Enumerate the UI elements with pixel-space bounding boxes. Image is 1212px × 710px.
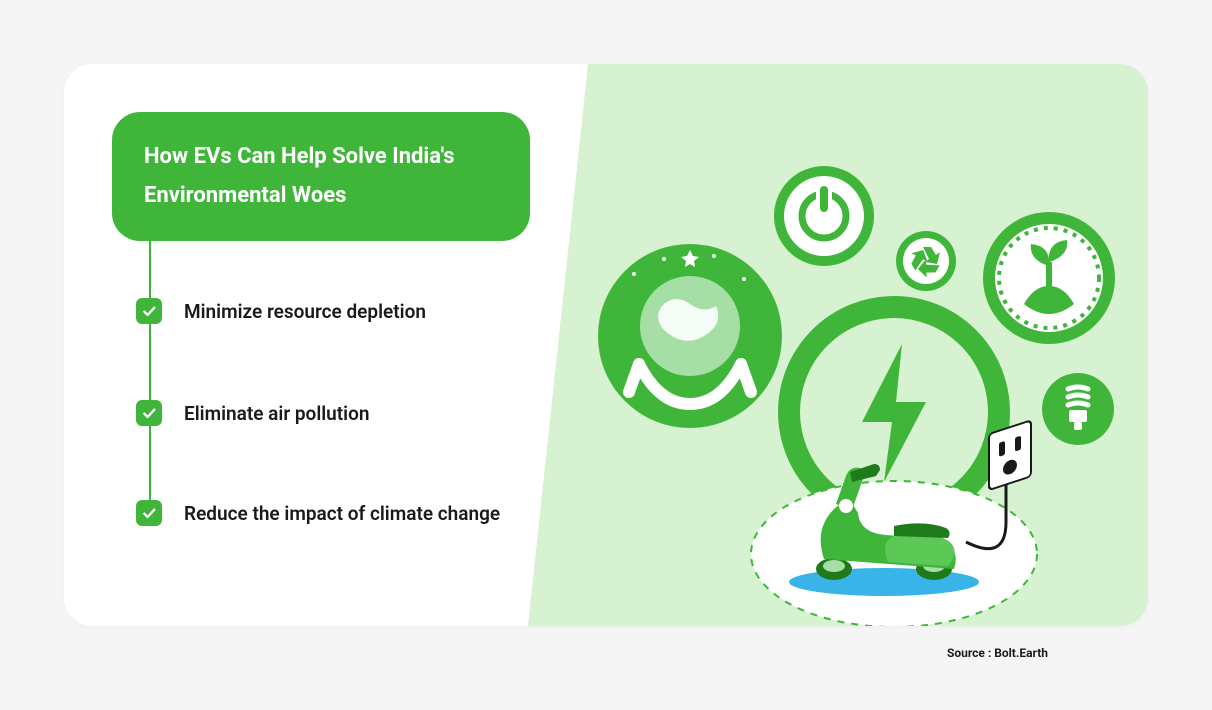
infographic-card: How EVs Can Help Solve India's Environme…: [64, 64, 1148, 626]
cfl-bulb-icon: [1042, 373, 1114, 445]
illustration-area: [64, 64, 1148, 626]
power-icon: [774, 166, 874, 266]
earth-hands-icon: [598, 244, 782, 428]
recycle-icon: [896, 231, 956, 291]
sprout-icon: [983, 212, 1115, 344]
source-prefix: Source :: [947, 646, 994, 660]
source-attribution: Source : Bolt.Earth: [947, 646, 1048, 660]
source-value: Bolt.Earth: [994, 646, 1048, 660]
